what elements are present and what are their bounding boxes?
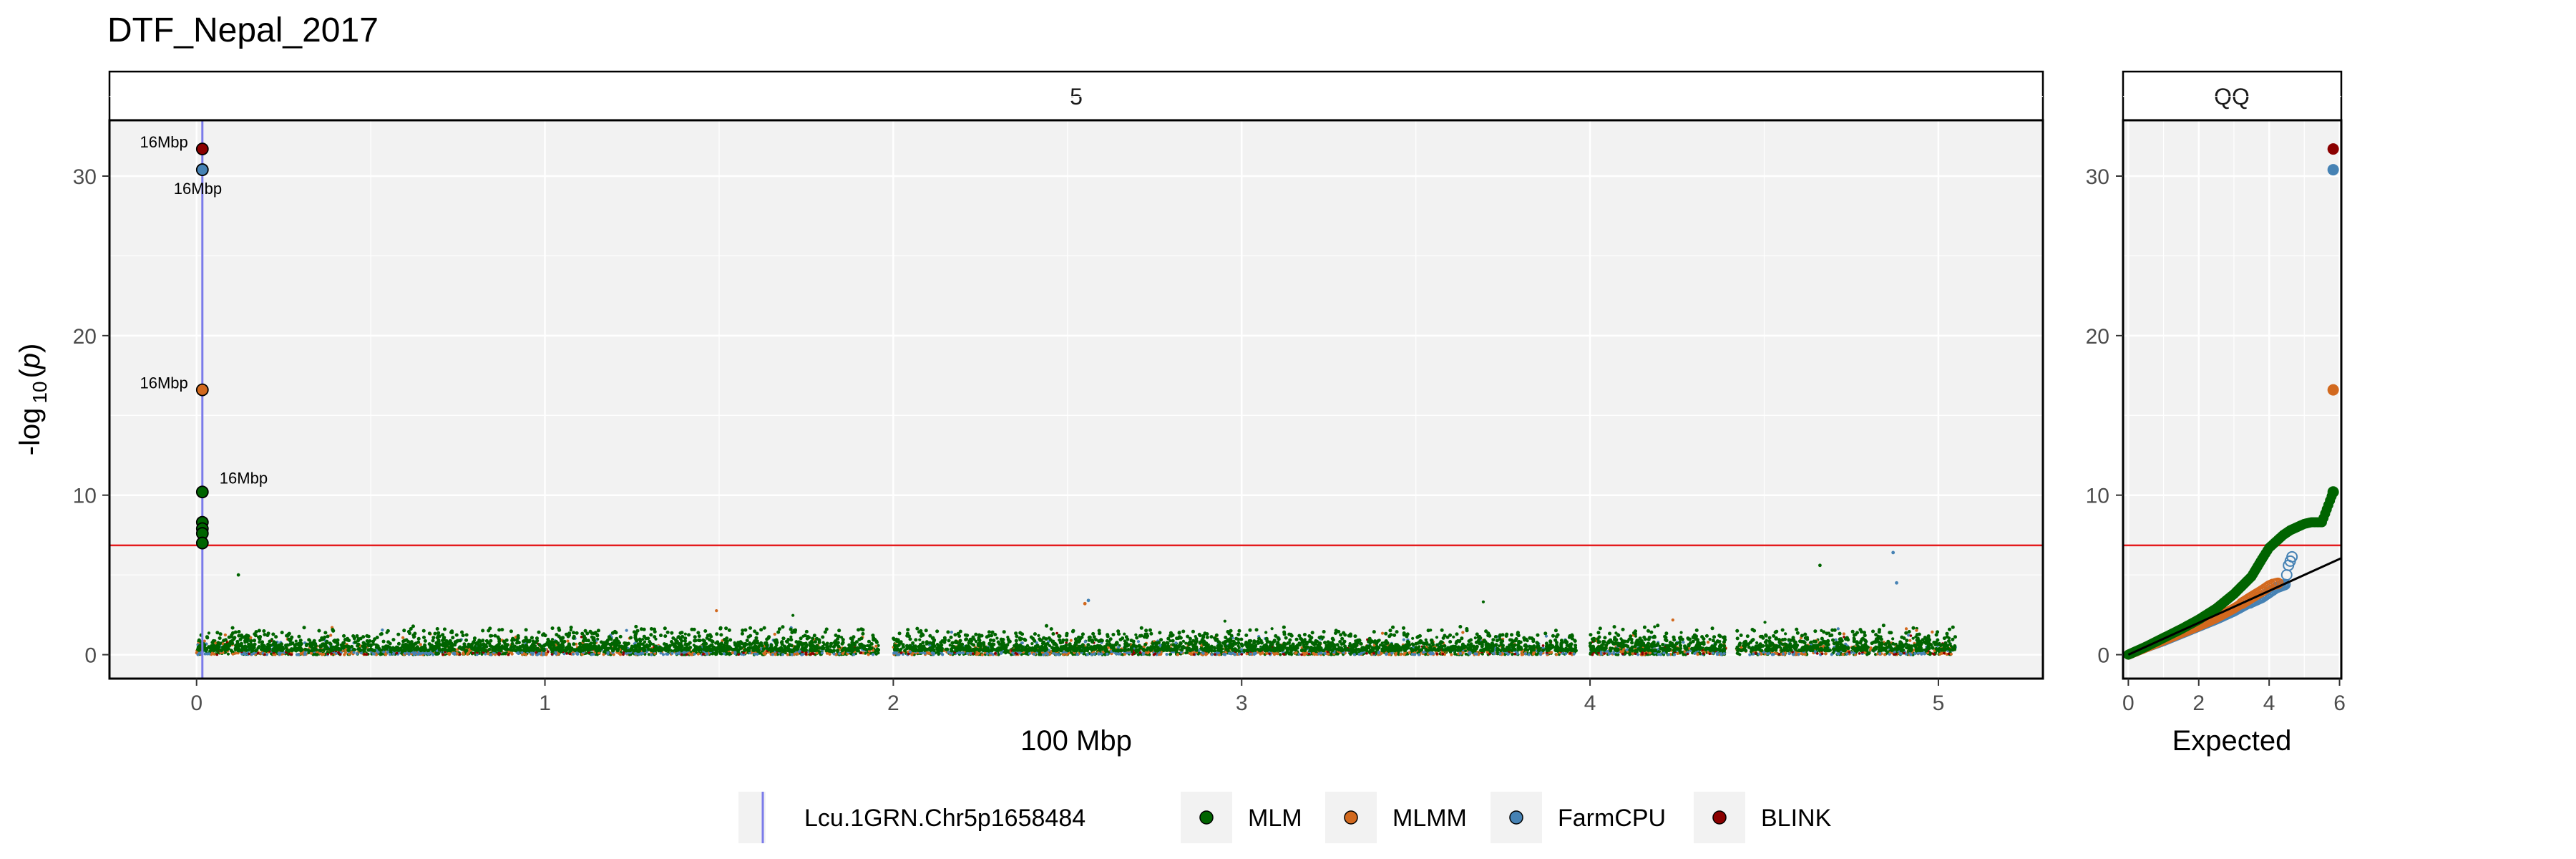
- qq-x-axis-label: Expected: [2172, 725, 2292, 757]
- qq-y-tick-label: 30: [2086, 165, 2109, 189]
- qq-axes: 0 2 4 6 0 10 20 30: [2086, 165, 2346, 715]
- manhattan-x-tick-label: 3: [1236, 691, 1248, 715]
- qq-top-point: [2327, 164, 2339, 176]
- manhattan-outlier-point: [1891, 550, 1896, 555]
- manhattan-points: [195, 550, 1957, 656]
- manhattan-outlier-point: [1086, 598, 1091, 603]
- manhattan-outlier-point: [236, 573, 240, 577]
- manhattan-x-axis-label: 100 Mbp: [1020, 725, 1132, 757]
- legend-dot-mlm: [1199, 810, 1214, 825]
- qq-x-tick-label: 6: [2333, 691, 2346, 715]
- qq-x-tick-label: 0: [2122, 691, 2135, 715]
- manhattan-outlier-point: [1895, 581, 1898, 585]
- qq-y-tick-label: 20: [2086, 325, 2109, 349]
- manhattan-y-tick-label: 10: [73, 485, 97, 508]
- manhattan-hit-label: 16Mbp: [140, 133, 188, 151]
- qq-plot-area: [2123, 120, 2341, 679]
- qq-expected-line: [2127, 557, 2342, 656]
- qq-top-point: [2327, 143, 2339, 155]
- manhattan-hit-label: 16Mbp: [140, 374, 188, 392]
- manhattan-y-tick-label: 0: [84, 644, 97, 668]
- manhattan-plot-area: [109, 120, 2043, 679]
- manhattan-axes: 0 1 2 3 4 5 0 10 20 30: [73, 165, 1945, 715]
- manhattan-hit-point: [195, 383, 209, 397]
- legend-label-farmcpu: FarmCPU: [1558, 805, 1666, 832]
- qq-point: [2272, 577, 2284, 589]
- manhattan-hit-point: [195, 536, 209, 550]
- manhattan-x-tick-label: 4: [1584, 691, 1596, 715]
- legend-label-marker: Lcu.1GRN.Chr5p1658484: [804, 805, 1085, 832]
- legend-dot-blink: [1712, 810, 1727, 825]
- manhattan-overlay: 16Mbp 16Mbp 16Mbp 16Mbp: [109, 120, 2043, 679]
- qq-x-tick-label: 4: [2263, 691, 2275, 715]
- legend-key-marker-line: [738, 792, 766, 843]
- qq-y-tick-label: 0: [2097, 644, 2109, 668]
- legend-dot-mlmm: [1344, 810, 1358, 825]
- manhattan-outlier-point: [1083, 601, 1087, 606]
- legend: Lcu.1GRN.Chr5p1658484 MLM MLMM FarmCPU B…: [738, 792, 1832, 843]
- legend-dot-farmcpu: [1509, 810, 1523, 825]
- legend-label-mlmm: MLMM: [1392, 805, 1467, 832]
- manhattan-hit-label: 16Mbp: [220, 469, 268, 487]
- legend-label-blink: BLINK: [1761, 805, 1832, 832]
- manhattan-frame: [108, 119, 2044, 680]
- manhattan-outlier-point: [1818, 563, 1822, 568]
- qq-grid: [2123, 95, 2341, 679]
- manhattan-hit-point: [195, 142, 209, 156]
- qq-y-tick-label: 10: [2086, 485, 2109, 508]
- chart-title: DTF_Nepal_2017: [107, 11, 379, 49]
- manhattan-y-axis-label: -log10(p): [14, 344, 51, 456]
- manhattan-floor-band: [196, 623, 1957, 653]
- legend-label-mlm: MLM: [1248, 805, 1302, 832]
- qq-point: [2286, 550, 2298, 563]
- manhattan-hit-label: 16Mbp: [174, 180, 222, 198]
- manhattan-y-tick-label: 20: [73, 325, 97, 349]
- manhattan-x-tick-label: 2: [887, 691, 899, 715]
- manhattan-x-tick-label: 5: [1933, 691, 1945, 715]
- manhattan-x-tick-label: 0: [190, 691, 203, 715]
- manhattan-x-tick-label: 1: [539, 691, 551, 715]
- manhattan-hit-point: [195, 485, 209, 499]
- qq-x-tick-label: 2: [2192, 691, 2205, 715]
- qq-top-point: [2327, 384, 2339, 396]
- qq-frame: [2122, 119, 2343, 680]
- qq-points: [2123, 143, 2342, 660]
- manhattan-hit-point: [195, 163, 209, 176]
- manhattan-y-tick-label: 30: [73, 165, 97, 189]
- qq-top-point: [2327, 486, 2339, 498]
